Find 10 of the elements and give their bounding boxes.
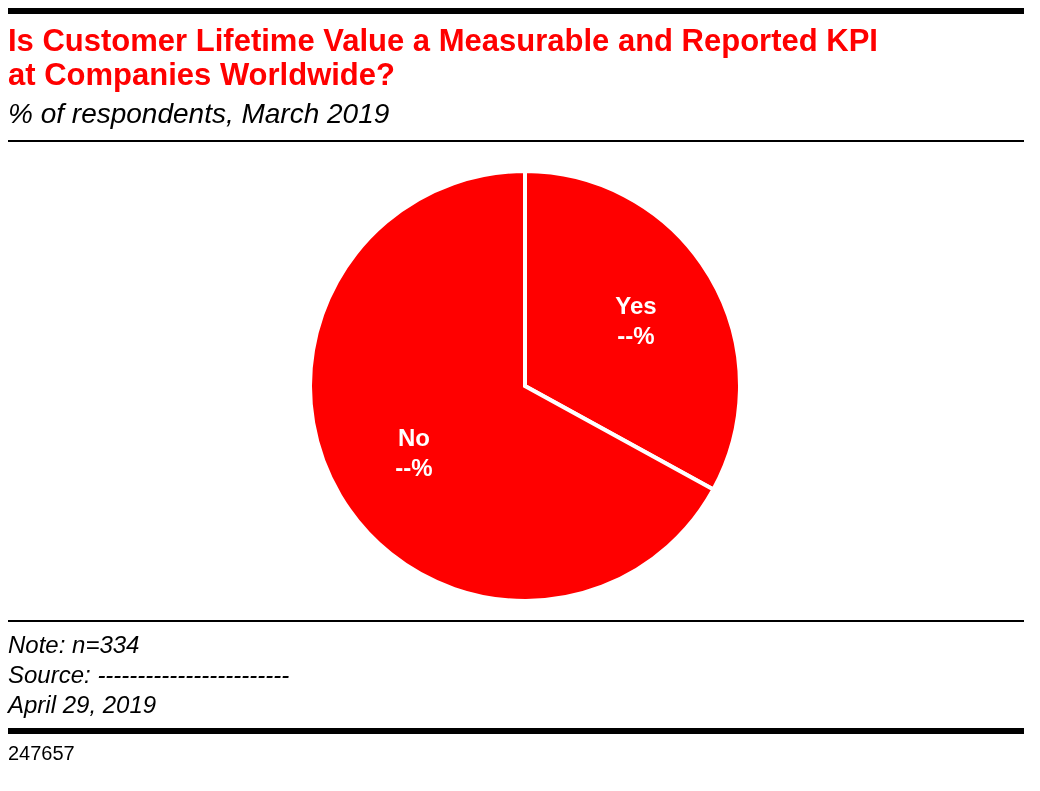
slice-label: Yes — [615, 292, 657, 320]
text: April 29, 2019 — [8, 690, 158, 720]
text: 247657 — [8, 742, 76, 765]
data-label: --% — [617, 322, 655, 350]
slice-label: No — [397, 423, 430, 451]
source-note: Source: ------------------------ — [8, 660, 291, 690]
chart-subtitle: % of respondents, March 2019 — [8, 98, 391, 130]
text: Note: n=334 — [8, 630, 141, 660]
chart-title: Is Customer Lifetime Value a Measurable and Reported KPI at Companies Worldwide? — [8, 23, 879, 92]
data-label: --% — [395, 453, 433, 481]
